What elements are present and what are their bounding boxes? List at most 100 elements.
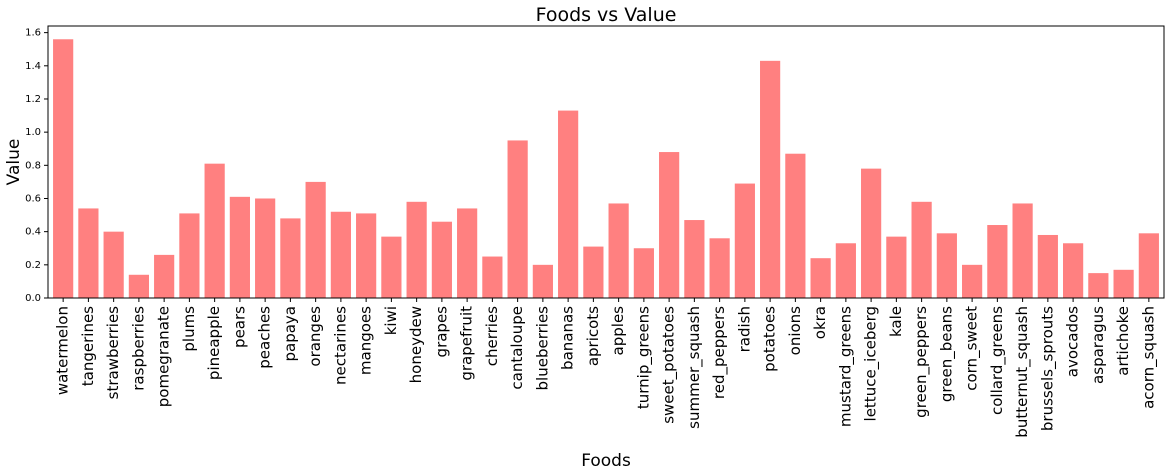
x-tick-label: cherries xyxy=(483,306,501,366)
bar-pears xyxy=(229,196,250,298)
bar-plums xyxy=(179,213,200,298)
bar-corn_sweet xyxy=(962,264,983,298)
x-tick-label: apples xyxy=(609,306,627,356)
x-tick-label: green_beans xyxy=(937,306,956,402)
bar-mangoes xyxy=(356,213,377,298)
x-tick-label: raspberries xyxy=(129,306,147,391)
x-tick-label: papaya xyxy=(281,306,299,362)
bar-radish xyxy=(734,183,755,298)
bar-turnip_greens xyxy=(633,248,654,298)
bar-kiwi xyxy=(381,236,402,298)
x-tick-label: kale xyxy=(887,306,905,337)
x-tick-label: pears xyxy=(230,306,248,348)
x-tick-label: blueberries xyxy=(533,306,551,391)
x-tick-label: tangerines xyxy=(79,306,97,386)
x-tick-label: red_peppers xyxy=(710,306,729,399)
bar-honeydew xyxy=(406,201,427,298)
bar-tangerines xyxy=(78,208,99,298)
bar-apples xyxy=(608,203,629,298)
bar-asparagus xyxy=(1088,273,1109,298)
plot-area-frame xyxy=(47,25,1165,299)
bar-collard_greens xyxy=(987,225,1008,298)
x-tick-label: asparagus xyxy=(1089,306,1107,384)
x-tick-label: okra xyxy=(811,306,829,339)
x-tick-label: nectarines xyxy=(331,306,349,385)
chart-title: Foods vs Value xyxy=(536,4,677,26)
bar-sweet_potatoes xyxy=(659,152,680,298)
bar-blueberries xyxy=(532,264,553,298)
bar-artichoke xyxy=(1113,269,1134,298)
bar-peaches xyxy=(255,198,276,298)
bar-grapefruit xyxy=(457,208,478,298)
bar-green_peppers xyxy=(911,201,932,298)
bar-cherries xyxy=(482,256,503,298)
y-tick-label: 0.2 xyxy=(25,260,41,271)
y-tick-label: 0.8 xyxy=(25,160,41,171)
bar-watermelon xyxy=(53,39,74,299)
bar-potatoes xyxy=(760,60,781,298)
x-tick-label: grapefruit xyxy=(458,306,476,381)
x-tick-label: pomegranate xyxy=(155,306,173,407)
bar-apricots xyxy=(583,246,604,298)
x-axis-ticks: watermelon tangerines strawberries raspberr… xyxy=(54,298,1158,438)
x-tick-label: green_peppers xyxy=(912,306,931,418)
x-tick-label: peaches xyxy=(256,306,274,369)
bar-grapes xyxy=(431,221,452,298)
bar-onions xyxy=(785,153,806,298)
y-tick-label: 1.2 xyxy=(25,94,41,105)
x-tick-label: collard_greens xyxy=(988,306,1007,415)
x-tick-label: acorn_squash xyxy=(1139,306,1158,409)
y-tick-label: 0.4 xyxy=(25,227,41,238)
x-tick-label: avocados xyxy=(1064,306,1082,377)
x-tick-label: turnip_greens xyxy=(634,306,653,409)
bar-bananas xyxy=(558,110,579,299)
x-tick-label: lettuce_iceberg xyxy=(862,306,881,421)
bar-red_peppers xyxy=(709,238,730,298)
bar-butternut_squash xyxy=(1012,203,1033,298)
x-tick-label: sweet_potatoes xyxy=(660,306,679,424)
x-tick-label: honeydew xyxy=(407,306,425,383)
bar-pineapple xyxy=(204,163,225,298)
x-tick-label: corn_sweet xyxy=(963,306,982,391)
bar-mustard_greens xyxy=(835,243,856,298)
x-tick-label: apricots xyxy=(584,306,602,366)
x-tick-label: plums xyxy=(180,306,198,352)
y-tick-label: 0.0 xyxy=(25,293,41,304)
x-tick-label: onions xyxy=(786,306,804,356)
x-tick-label: mustard_greens xyxy=(836,306,855,427)
x-tick-label: brussels_sprouts xyxy=(1038,306,1057,431)
bar-nectarines xyxy=(330,211,351,298)
bar-green_beans xyxy=(936,233,957,298)
x-tick-label: grapes xyxy=(432,306,450,358)
x-tick-label: summer_squash xyxy=(685,306,704,429)
y-tick-label: 1.4 xyxy=(25,61,41,72)
bar-pomegranate xyxy=(154,254,175,298)
y-axis-ticks: 0.0 0.2 0.4 0.6 0.8 1.0 1.2 1.4 1.6 xyxy=(25,28,48,304)
x-tick-label: potatoes xyxy=(761,306,779,372)
bar-okra xyxy=(810,258,831,298)
y-axis-label: Value xyxy=(4,139,24,186)
bar-kale xyxy=(886,236,907,298)
y-tick-label: 1.6 xyxy=(25,28,41,39)
x-axis-label: Foods xyxy=(581,451,631,471)
bar-lettuce_iceberg xyxy=(861,168,882,298)
x-tick-label: bananas xyxy=(559,306,577,370)
x-tick-label: artichoke xyxy=(1114,306,1132,376)
x-tick-label: watermelon xyxy=(54,306,72,395)
bar-oranges xyxy=(305,181,326,298)
x-tick-label: strawberries xyxy=(104,306,122,400)
bar-strawberries xyxy=(103,231,124,298)
bar-papaya xyxy=(280,218,301,298)
x-tick-label: oranges xyxy=(306,306,324,367)
x-tick-label: cantaloupe xyxy=(508,306,526,390)
y-tick-label: 1.0 xyxy=(25,127,41,138)
bar-raspberries xyxy=(128,274,149,298)
bars-group xyxy=(53,39,1159,299)
y-tick-label: 0.6 xyxy=(25,193,41,204)
x-tick-label: kiwi xyxy=(382,306,400,335)
bar-brussels_sprouts xyxy=(1037,234,1058,298)
bar-avocados xyxy=(1063,243,1084,298)
bar-cantaloupe xyxy=(507,140,528,298)
x-tick-label: butternut_squash xyxy=(1013,306,1032,438)
x-tick-label: radish xyxy=(735,306,753,352)
